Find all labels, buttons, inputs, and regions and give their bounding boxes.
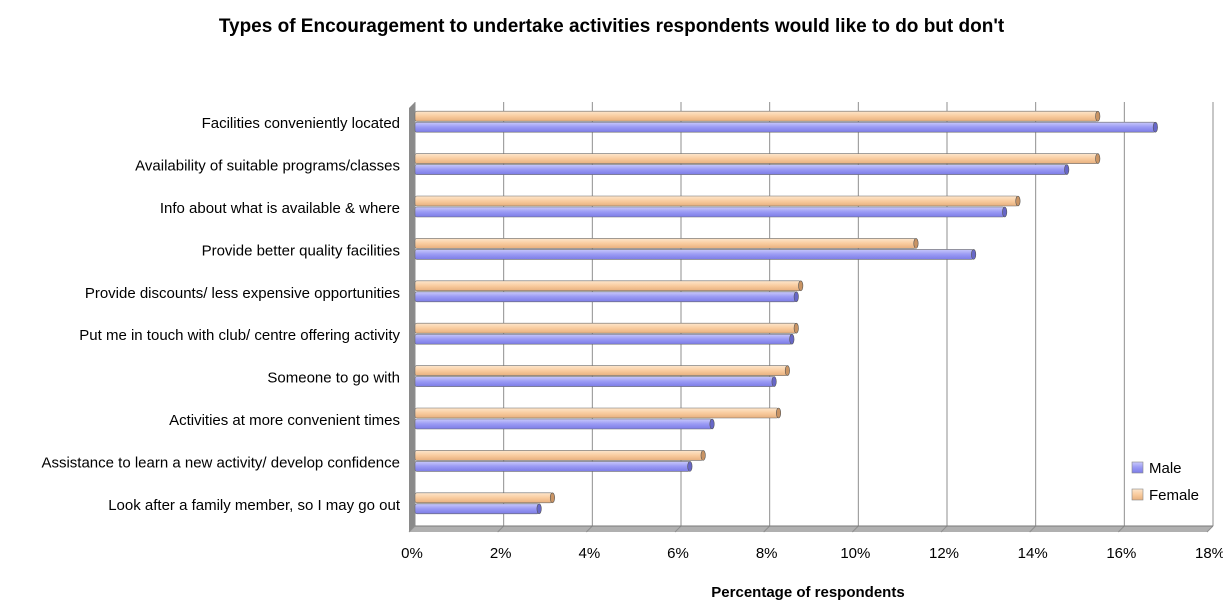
legend-label: Male [1149, 460, 1182, 477]
gridline-floor [940, 525, 948, 533]
category-label: Activities at more convenient times [169, 412, 400, 429]
category-label: Someone to go with [267, 370, 400, 387]
axis-side-wall [409, 102, 415, 532]
gridline-floor [585, 525, 593, 533]
x-tick-label: 8% [756, 545, 778, 562]
x-tick-label: 10% [840, 545, 870, 562]
gridline-floor [851, 525, 859, 533]
x-tick-label: 14% [1018, 545, 1048, 562]
category-label: Facilities conveniently located [202, 115, 400, 132]
gridline-floor [408, 525, 416, 533]
bar-male [414, 291, 799, 303]
x-tick-label: 6% [667, 545, 689, 562]
bar-male [414, 503, 542, 515]
bar-male [414, 164, 1070, 175]
x-tick-label: 12% [929, 545, 959, 562]
bar-male [414, 206, 1008, 218]
x-tick-label: 18% [1195, 545, 1223, 562]
bar-female [414, 238, 919, 249]
bar-female [414, 365, 790, 376]
category-label: Put me in touch with club/ centre offeri… [79, 327, 400, 344]
legend-swatch [1131, 461, 1144, 474]
category-label: Look after a family member, so I may go … [108, 497, 401, 514]
legend-swatch [1131, 488, 1144, 501]
bar-female [414, 195, 1021, 207]
category-label: Provide discounts/ less expensive opport… [85, 285, 400, 302]
bar-female [414, 153, 1101, 164]
bar-male [414, 461, 693, 472]
gridline-floor [763, 525, 771, 533]
category-label: Assistance to learn a new activity/ deve… [41, 454, 400, 471]
bar-female [414, 280, 804, 292]
gridline-floor [1206, 525, 1214, 533]
gridline-floor [674, 525, 682, 533]
category-label: Provide better quality facilities [202, 242, 400, 259]
gridline-floor [497, 525, 505, 533]
bar-female [414, 492, 555, 504]
category-label: Info about what is available & where [160, 200, 400, 217]
bar-male [414, 249, 977, 260]
gridline-floor [1117, 525, 1125, 533]
bar-male [414, 376, 777, 387]
bar-female [414, 450, 706, 461]
x-axis-title: Percentage of respondents [711, 584, 904, 601]
chart-title: Types of Encouragement to undertake acti… [218, 16, 1005, 37]
bar-female [414, 110, 1101, 122]
bar-female [414, 407, 782, 419]
x-tick-label: 16% [1106, 545, 1136, 562]
bar-male [414, 121, 1158, 133]
x-tick-label: 0% [401, 545, 423, 562]
bar-male [414, 333, 795, 345]
gridline-floor [1029, 525, 1037, 533]
category-label: Availability of suitable programs/classe… [135, 158, 400, 175]
x-tick-label: 4% [578, 545, 600, 562]
legend-label: Female [1149, 487, 1199, 504]
axis-floor [409, 526, 1213, 532]
x-tick-label: 2% [490, 545, 512, 562]
bar-male [414, 418, 715, 430]
bar-female [414, 322, 799, 334]
